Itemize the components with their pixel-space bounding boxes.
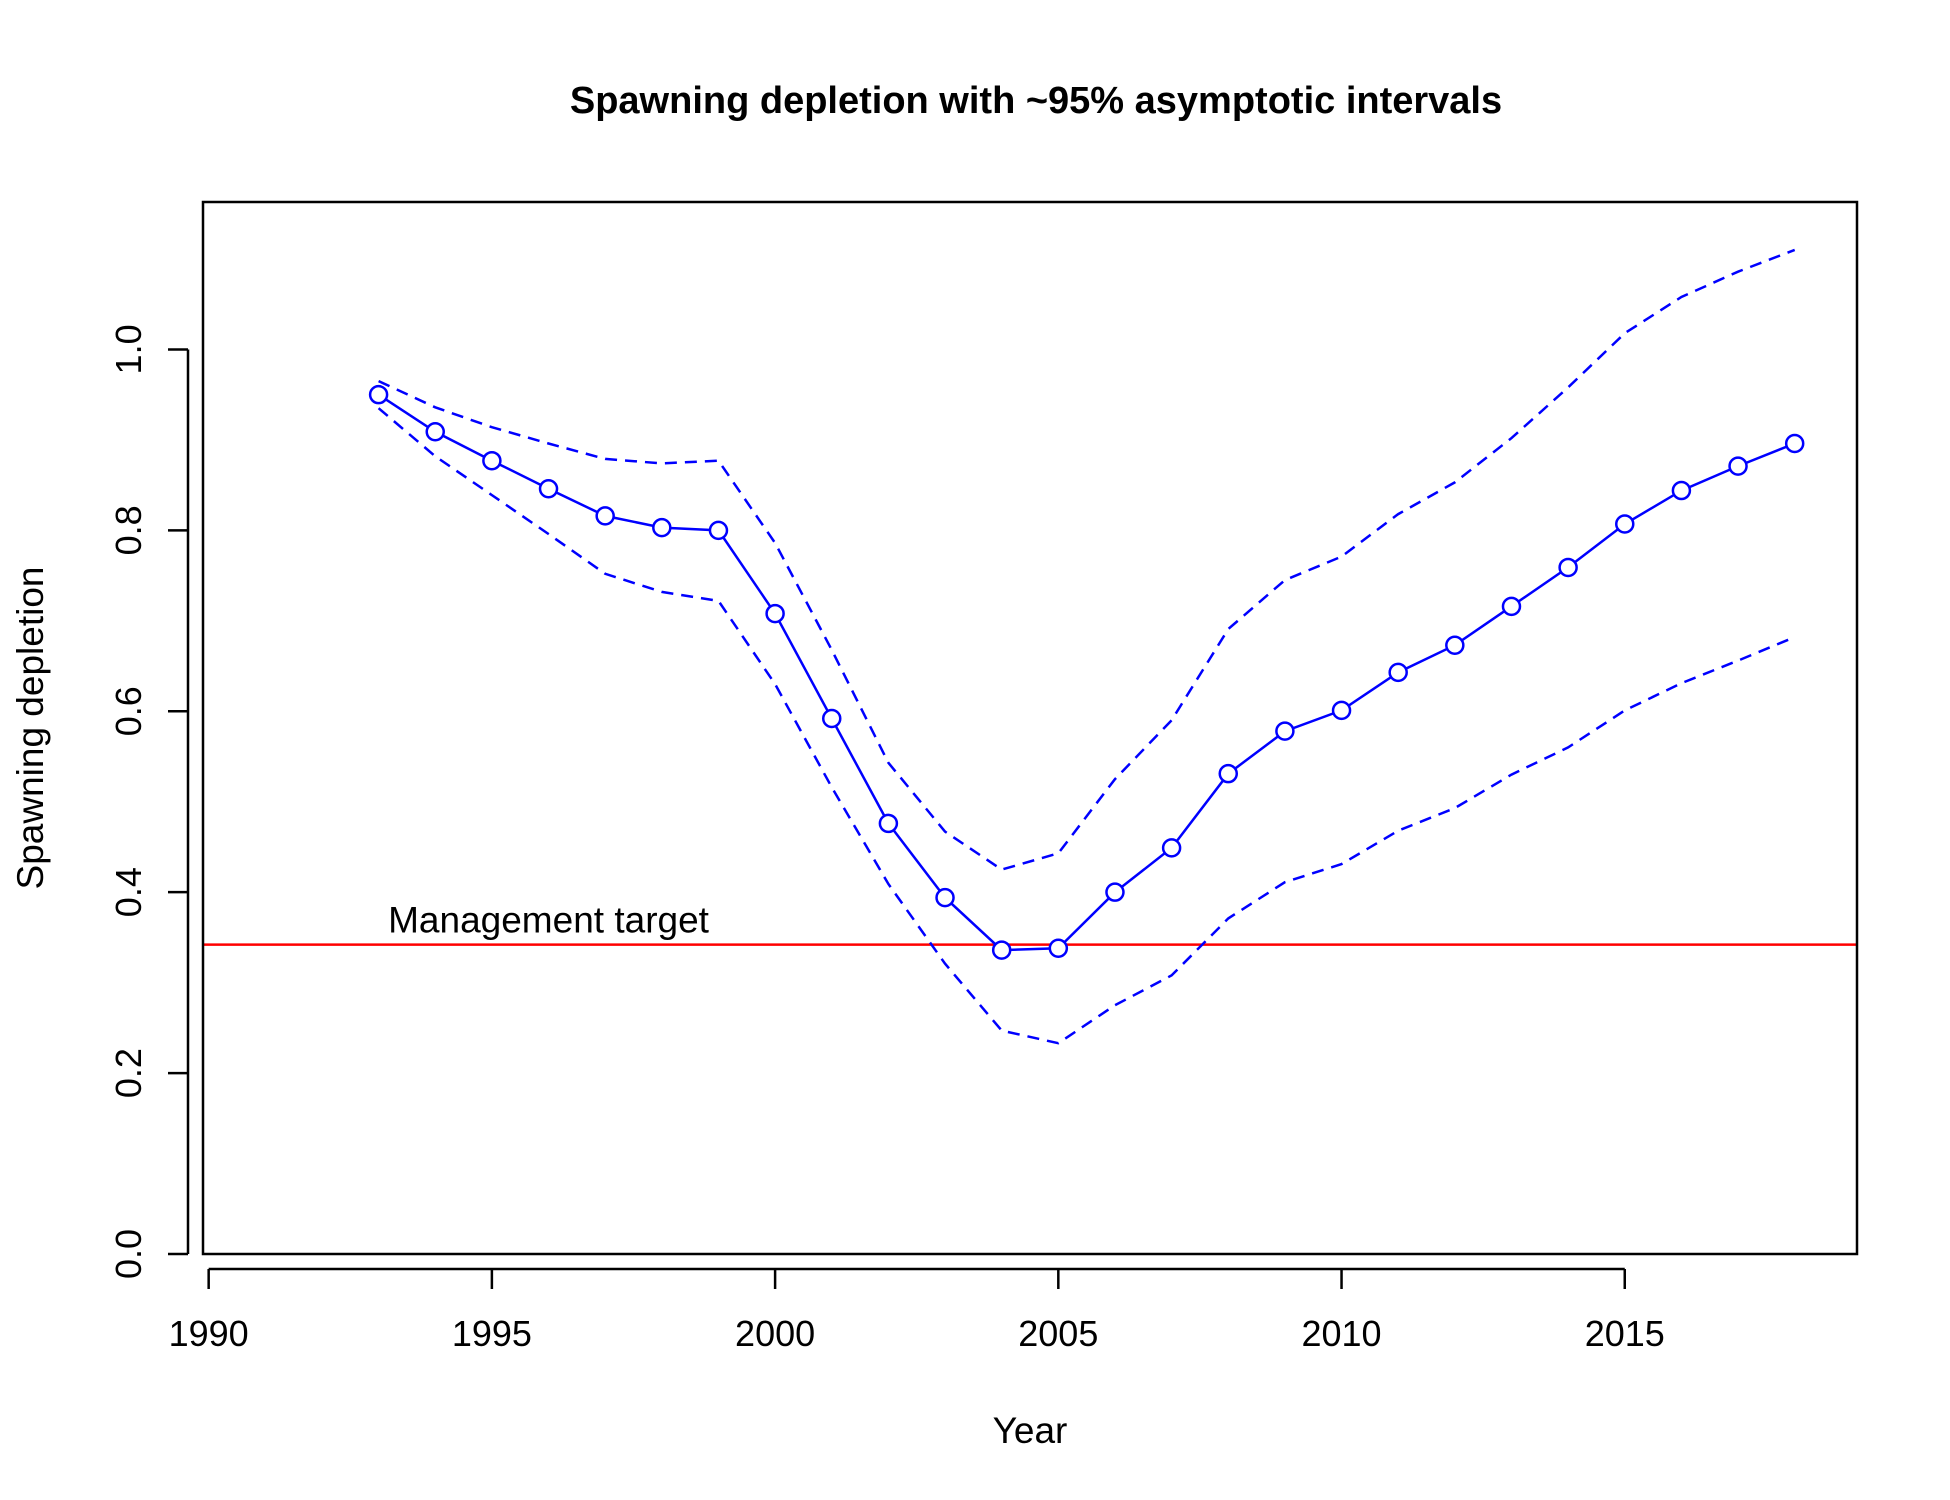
depletion-point [935, 887, 955, 908]
depletion-point [1388, 662, 1408, 683]
depletion-line [377, 393, 1796, 952]
depletion-point [821, 708, 842, 729]
y-tick-label: 1.0 [108, 324, 149, 374]
depletion-point [1105, 882, 1125, 902]
depletion-point [991, 940, 1012, 960]
x-tick-label: 1990 [169, 1313, 249, 1354]
chart-title: Spawning depletion with ~95% asymptotic … [570, 80, 1502, 122]
depletion-point [1784, 433, 1805, 454]
y-tick-label: 0.0 [108, 1229, 149, 1279]
depletion-point [765, 603, 785, 624]
depletion-point [652, 517, 672, 538]
depletion-point [595, 506, 615, 526]
depletion-point [1445, 635, 1465, 655]
depletion-point [1161, 838, 1182, 858]
y-axis-title: Spawning depletion [10, 567, 51, 890]
depletion-point [1275, 721, 1295, 741]
plot-frame [201, 200, 1859, 1256]
depletion-point [1558, 557, 1578, 578]
depletion-point [1331, 700, 1352, 721]
lower-interval-line [377, 407, 1796, 1045]
depletion-point [425, 422, 445, 442]
upper-interval-line [378, 248, 1796, 871]
depletion-point [1048, 938, 1069, 959]
depletion-point [1728, 456, 1748, 476]
depletion-point [538, 478, 559, 499]
depletion-point [878, 813, 899, 834]
y-tick-label: 0.2 [108, 1048, 149, 1098]
y-tick-label: 0.4 [108, 867, 149, 917]
series-layer [368, 248, 1805, 1045]
axes-layer: 1990 1995 2000 2005 2010 2015 0.0 0.2 0.4 0.6 0.8 1… [108, 324, 1665, 1354]
depletion-point [1218, 763, 1239, 784]
x-axis-title: Year [993, 1410, 1068, 1451]
y-tick-label: 0.6 [108, 686, 149, 736]
depletion-point [1615, 514, 1635, 534]
depletion-point [708, 520, 729, 541]
reference-layer: Management target [203, 900, 1857, 946]
x-tick-label: 2000 [735, 1313, 815, 1354]
depletion-point [482, 450, 502, 471]
x-tick-label: 1995 [452, 1313, 532, 1354]
y-tick-label: 0.8 [108, 505, 149, 555]
depletion-point [368, 384, 389, 405]
management-target-label: Management target [388, 900, 710, 941]
x-tick-label: 2010 [1301, 1313, 1381, 1354]
depletion-point [1671, 480, 1692, 501]
x-tick-label: 2005 [1018, 1313, 1098, 1354]
x-tick-label: 2015 [1585, 1313, 1665, 1354]
depletion-point [1501, 596, 1522, 617]
